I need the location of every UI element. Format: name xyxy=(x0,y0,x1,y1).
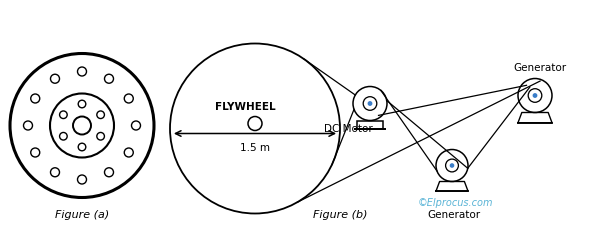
Text: Figure (a): Figure (a) xyxy=(55,210,109,220)
Text: Generator: Generator xyxy=(514,63,566,73)
Circle shape xyxy=(450,164,454,168)
Circle shape xyxy=(368,102,372,106)
Text: Figure (b): Figure (b) xyxy=(313,210,367,220)
Text: Generator: Generator xyxy=(428,210,481,220)
Bar xyxy=(357,121,383,130)
Text: 1.5 m: 1.5 m xyxy=(240,143,270,153)
Text: DC Motor: DC Motor xyxy=(324,124,373,134)
Circle shape xyxy=(533,94,536,98)
Text: ©Elprocus.com: ©Elprocus.com xyxy=(417,197,493,207)
Text: FLYWHEEL: FLYWHEEL xyxy=(215,102,275,112)
